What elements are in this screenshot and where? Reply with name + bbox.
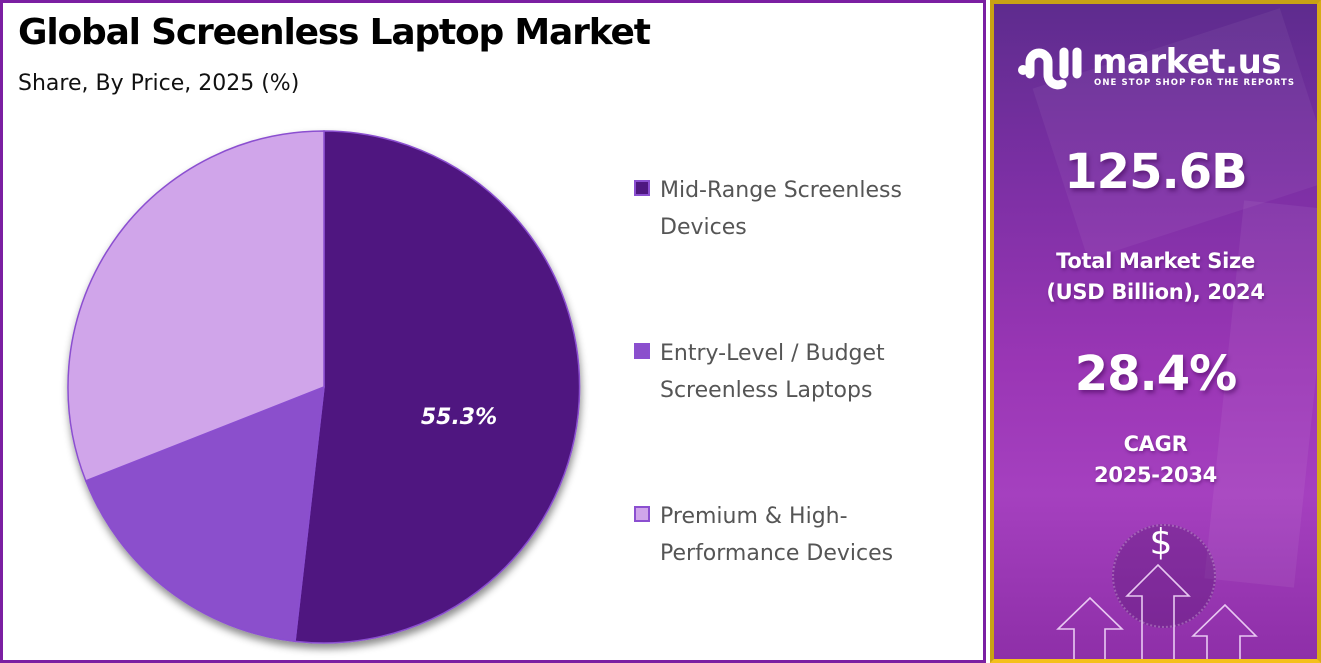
legend-swatch-icon [634, 180, 650, 196]
dollar-icon: $ [1149, 522, 1173, 563]
legend-label: Mid-Range Screenless Devices [660, 178, 902, 240]
legend-label: Premium & High-Performance Devices [660, 504, 894, 566]
market-us-logo-icon [1018, 47, 1082, 90]
slice-entry-level[interactable] [84, 385, 325, 643]
growth-arrows-icon [1056, 563, 1258, 659]
market-size-label-line2: (USD Billion), 2024 [1046, 280, 1265, 304]
market-size-label-line1: Total Market Size [1056, 249, 1255, 273]
cagr-label-line2: 2025-2034 [1094, 463, 1217, 487]
legend-swatch-icon [634, 343, 650, 359]
cagr-label-line1: CAGR [1123, 432, 1188, 456]
slice-mid-range[interactable] [294, 130, 581, 644]
background-coin-decoration [1112, 524, 1216, 628]
slice-label-mid-range: 55.3% [421, 405, 497, 430]
chart-subtitle: Share, By Price, 2025 (%) [18, 71, 300, 96]
chart-title: Global Screenless Laptop Market [18, 12, 651, 53]
brand-tagline: ONE STOP SHOP FOR THE REPORTS [1094, 78, 1296, 88]
brand-name: market.us [1092, 42, 1282, 82]
legend-label: Entry-Level / Budget Screenless Laptops [660, 341, 885, 403]
brand-logo[interactable]: market.us ONE STOP SHOP FOR THE REPORTS [1014, 40, 1314, 100]
cagr-value: 28.4% [1074, 346, 1238, 402]
stats-sidebar: market.us ONE STOP SHOP FOR THE REPORTS … [990, 0, 1321, 663]
pie-chart: 55.3% [67, 130, 581, 644]
market-size-value: 125.6B [1064, 144, 1247, 200]
slice-premium[interactable] [67, 130, 325, 482]
legend-swatch-icon [634, 506, 650, 522]
